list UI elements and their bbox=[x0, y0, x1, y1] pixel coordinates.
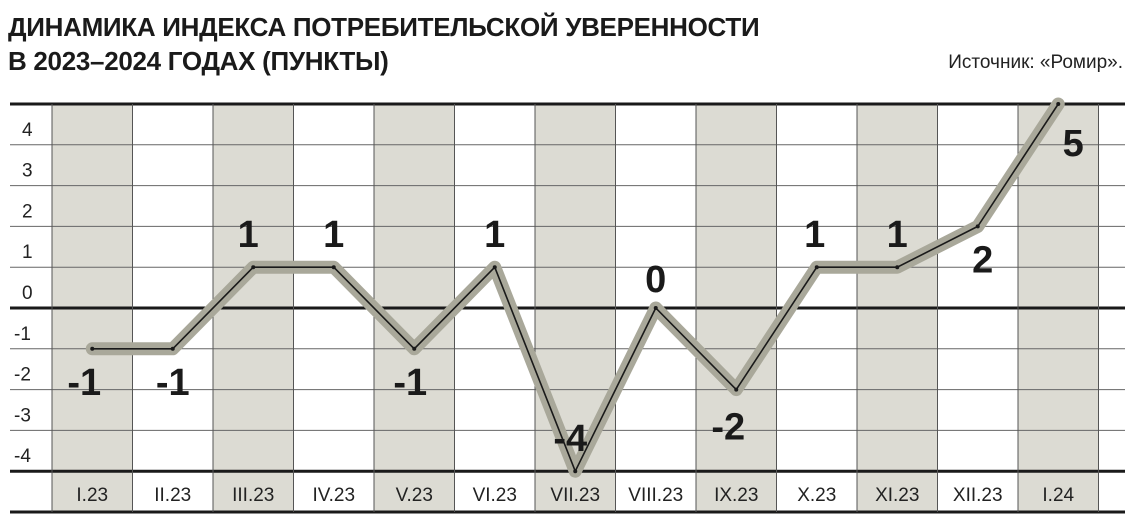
y-tick-label: 1 bbox=[22, 242, 33, 263]
data-point bbox=[895, 265, 900, 270]
source-note: Источник: «Ромир». bbox=[948, 52, 1123, 73]
y-tick-label: -1 bbox=[14, 324, 31, 345]
x-tick-label: IV.23 bbox=[312, 485, 355, 506]
x-tick-label: I.23 bbox=[76, 485, 108, 506]
data-label: -4 bbox=[553, 418, 587, 460]
title-line-2: В 2023–2024 ГОДАХ (ПУНКТЫ) bbox=[8, 46, 389, 76]
data-label: -1 bbox=[67, 362, 101, 404]
data-point bbox=[653, 306, 658, 310]
x-tick-label: V.23 bbox=[396, 485, 433, 506]
y-tick-label: 3 bbox=[22, 161, 33, 182]
x-tick-label: VIII.23 bbox=[628, 485, 683, 506]
data-point bbox=[251, 265, 256, 270]
title-line-1: ДИНАМИКА ИНДЕКСА ПОТРЕБИТЕЛЬСКОЙ УВЕРЕНН… bbox=[8, 12, 760, 42]
data-point bbox=[1056, 102, 1061, 106]
data-label: -1 bbox=[393, 362, 427, 404]
data-point bbox=[734, 387, 739, 392]
data-label: 1 bbox=[484, 214, 505, 256]
data-label: 1 bbox=[887, 214, 908, 256]
y-tick-label: 0 bbox=[22, 283, 33, 304]
x-tick-label: XII.23 bbox=[953, 485, 1003, 506]
data-point bbox=[331, 265, 336, 270]
data-label: 1 bbox=[804, 214, 825, 256]
data-label: 1 bbox=[323, 214, 344, 256]
y-tick-label: 4 bbox=[22, 120, 33, 141]
x-tick-label: X.23 bbox=[797, 485, 836, 506]
x-tick-label: VI.23 bbox=[473, 485, 517, 506]
data-label: 1 bbox=[238, 214, 259, 256]
data-point bbox=[90, 346, 95, 351]
data-label: 2 bbox=[972, 239, 993, 281]
x-tick-label: XI.23 bbox=[875, 485, 919, 506]
data-point bbox=[975, 224, 980, 229]
x-tick-label: III.23 bbox=[232, 485, 274, 506]
x-tick-label: II.23 bbox=[154, 485, 191, 506]
x-tick-label: IX.23 bbox=[714, 485, 758, 506]
data-label: 5 bbox=[1063, 123, 1084, 165]
y-tick-label: -2 bbox=[14, 365, 31, 386]
chart-title: ДИНАМИКА ИНДЕКСА ПОТРЕБИТЕЛЬСКОЙ УВЕРЕНН… bbox=[8, 10, 760, 78]
data-point bbox=[170, 346, 175, 351]
x-tick-label: VII.23 bbox=[550, 485, 600, 506]
data-point bbox=[412, 346, 417, 351]
data-label: -1 bbox=[156, 362, 190, 404]
data-point bbox=[492, 265, 497, 270]
data-point bbox=[814, 265, 819, 270]
data-label: -2 bbox=[711, 407, 745, 449]
y-tick-label: 2 bbox=[22, 201, 33, 222]
data-label: 0 bbox=[645, 259, 666, 301]
y-tick-label: -4 bbox=[14, 446, 31, 467]
y-tick-label: -3 bbox=[14, 405, 31, 426]
x-tick-label: I.24 bbox=[1042, 485, 1074, 506]
data-point bbox=[573, 469, 578, 474]
